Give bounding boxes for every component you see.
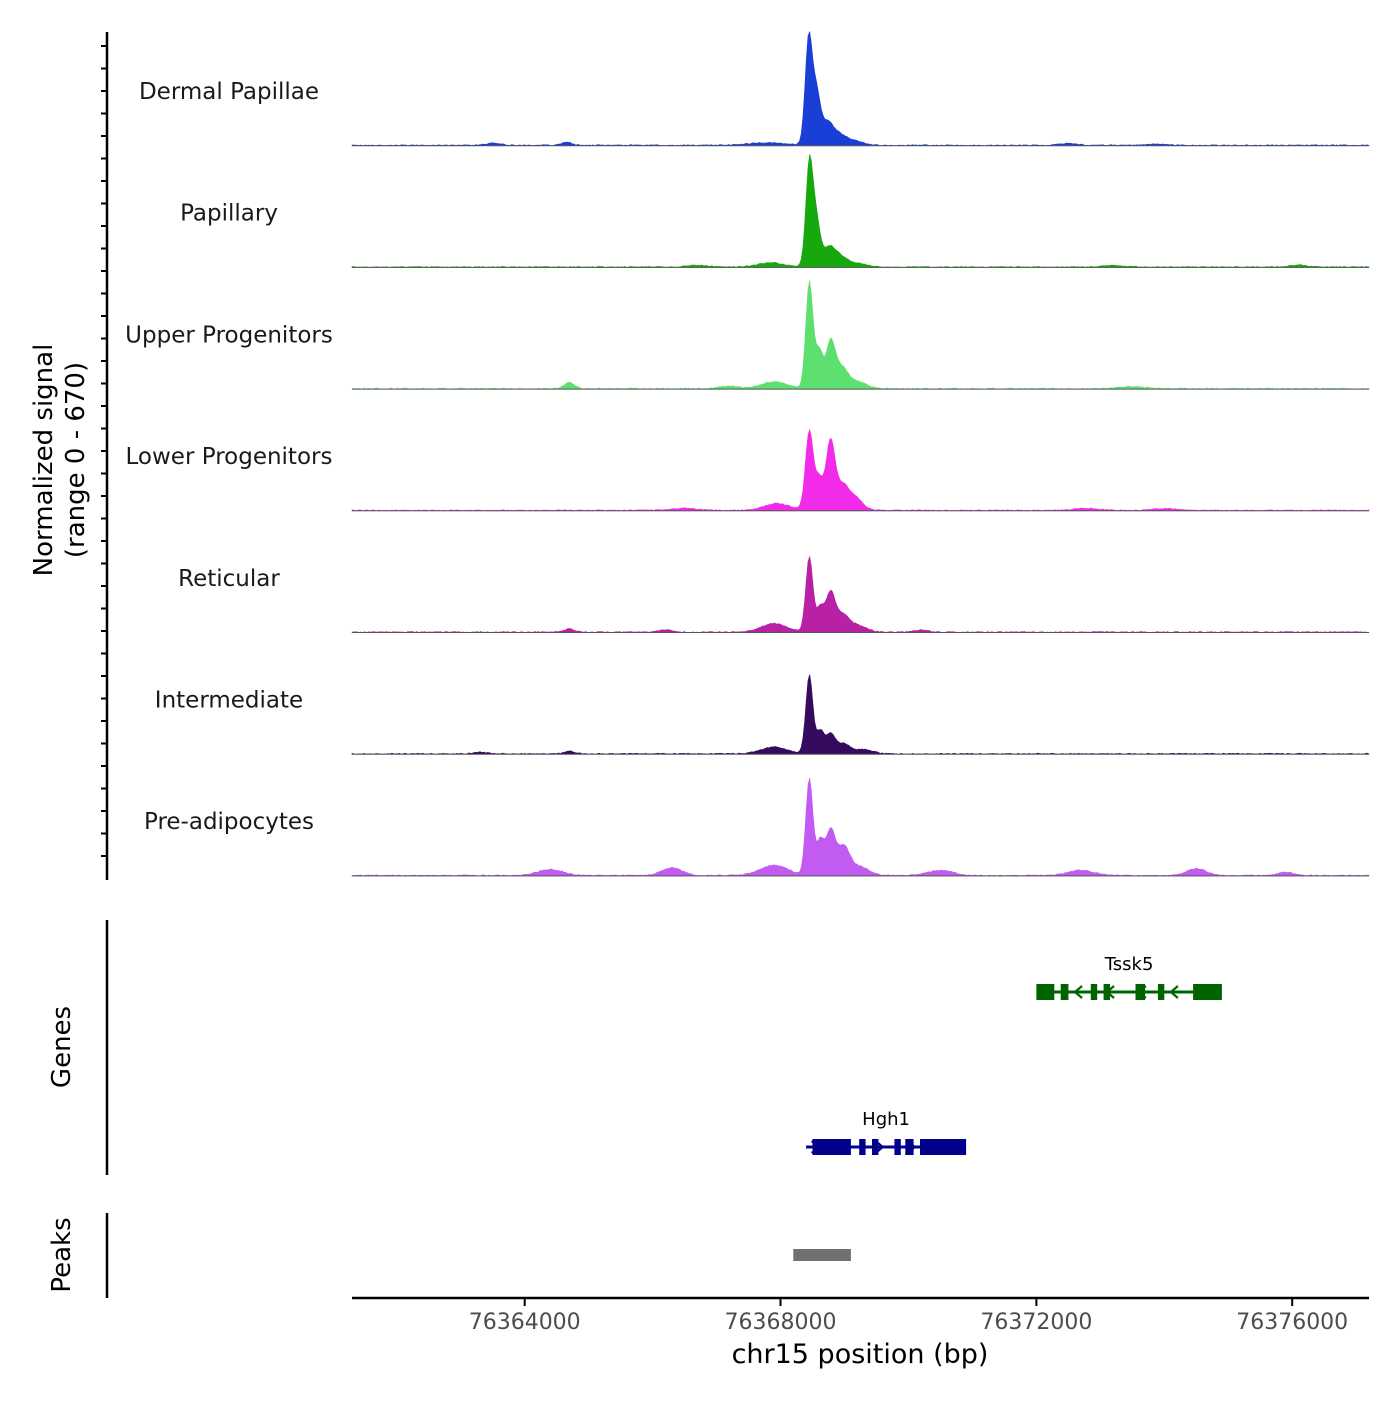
y-axis-title-line1: Normalized signal [29,344,59,577]
track-pre-adipocytes: Pre-adipocytes [144,777,1370,877]
track-upper-progenitors: Upper Progenitors [125,280,1370,390]
gene-exon [872,1139,879,1155]
gene-label: Hgh1 [862,1109,910,1130]
coverage-area [351,154,1370,268]
strand-arrow [1169,985,1179,999]
x-tick-label: 76368000 [725,1310,837,1335]
track-label: Pre-adipocytes [144,809,314,835]
gene-exon [812,1139,851,1155]
strand-arrow [1105,985,1115,999]
gene-hgh1: Hgh1 [806,1109,967,1155]
coverage-area [351,31,1370,147]
gene-tssk5: Tssk5 [1036,954,1222,1000]
strand-arrow [1041,985,1051,999]
track-reticular: Reticular [178,556,1370,633]
strand-arrow [842,1140,853,1154]
strand-arrow [810,1140,821,1154]
coverage-area [351,556,1370,633]
track-dermal-papillae: Dermal Papillae [139,31,1370,147]
coverage-tracks: Dermal Papillae Papillary Upper Progenitor… [125,31,1370,877]
gene-exon [905,1139,914,1155]
peaks-track [793,1249,851,1261]
strand-arrow [1073,985,1083,999]
peaks-panel-label: Peaks [47,1217,77,1292]
track-label: Intermediate [155,688,303,714]
track-label: Papillary [180,201,278,227]
track-intermediate: Intermediate [155,674,1370,755]
track-label: Upper Progenitors [125,322,333,348]
gene-exon [1090,984,1098,1000]
coverage-y-axis-ticks [101,45,107,857]
x-tick-label: 76376000 [1236,1310,1348,1335]
strand-arrow [1137,985,1147,999]
coverage-area [351,674,1370,755]
gene-exon [1036,984,1055,1000]
gene-exon [1060,984,1069,1000]
coverage-area [351,777,1370,877]
y-axis-title-line2: (range 0 - 670) [61,362,91,558]
gene-exon [894,1139,901,1155]
x-tick-label: 76364000 [469,1310,581,1335]
gene-exon [1193,984,1222,1000]
gene-label: Tssk5 [1104,954,1154,975]
gene-exon [859,1139,866,1155]
x-tick-label: 76372000 [980,1310,1092,1335]
strand-arrow [1201,985,1211,999]
strand-arrow [938,1140,949,1154]
x-axis-ticks: 76364000 76368000 76372000 76376000 [469,1298,1348,1335]
coverage-area [351,428,1370,512]
track-label: Lower Progenitors [126,444,333,470]
strand-arrow [874,1140,885,1154]
coverage-area [351,280,1370,390]
track-label: Reticular [178,566,280,592]
strand-arrow [906,1140,917,1154]
peak-region [793,1249,851,1261]
genes-panel-label: Genes [47,1006,77,1088]
gene-exon [920,1139,967,1155]
track-lower-progenitors: Lower Progenitors [126,428,1370,512]
gene-exon [1157,984,1165,1000]
track-papillary: Papillary [180,154,1370,268]
x-axis-title: chr15 position (bp) [732,1339,989,1370]
gene-track: Tssk5 Hgh1 [806,954,1222,1155]
track-label: Dermal Papillae [139,79,319,105]
